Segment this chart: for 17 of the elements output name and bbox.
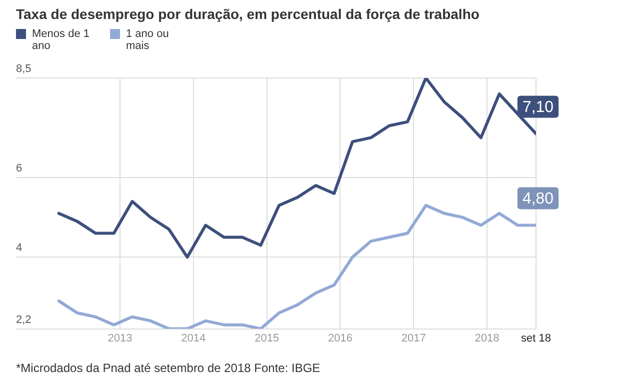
x-tick-label: 2016	[328, 332, 352, 344]
text: *Microdados da Pnad até setembro de 2018 Fonte: IBGE	[16, 361, 320, 375]
x-tick-label: 2018	[474, 332, 500, 344]
y-tick-label: 6	[16, 162, 22, 175]
data-label: 4,80	[522, 190, 554, 208]
legend-label: 1 ano ou mais	[126, 28, 170, 52]
y-tick-label: 8,5	[16, 63, 32, 76]
legend-label: Menos de 1 ano	[32, 28, 90, 52]
data-label: 7,10	[522, 99, 554, 116]
y-tick-label: 2,2	[16, 314, 32, 326]
x-tick-label: set 18	[521, 332, 551, 344]
x-tick-label: 2013	[108, 332, 132, 344]
x-tick-label: 2014	[181, 332, 206, 344]
x-tick-label: 2015	[254, 332, 280, 344]
chart-title: Taxa de desemprego por duração, em percentual da força de trabalho	[16, 6, 480, 22]
y-tick-label: 4	[16, 242, 22, 254]
x-tick-label: 2017	[401, 332, 426, 344]
